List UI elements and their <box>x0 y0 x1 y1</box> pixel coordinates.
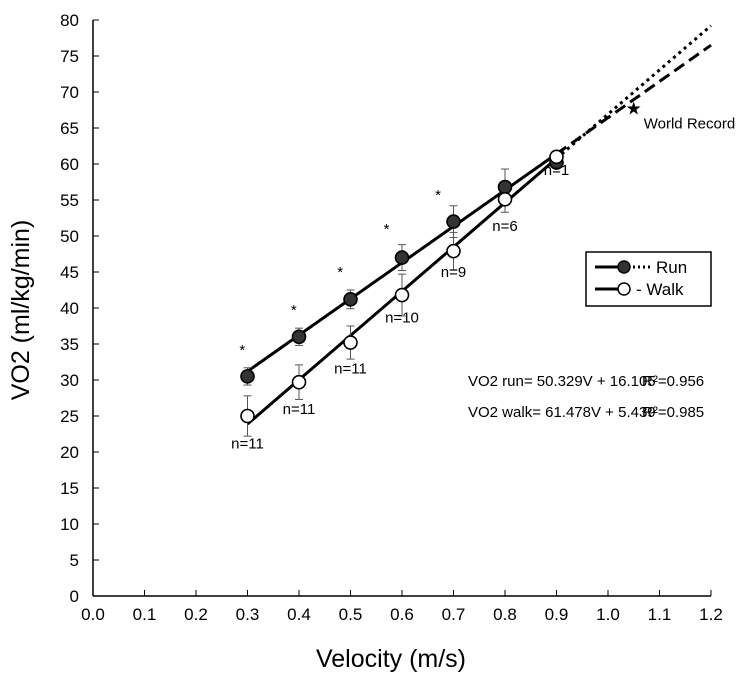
sample-size-label: n=11 <box>283 401 316 418</box>
x-tick-label: 0.0 <box>81 605 105 624</box>
y-tick-label: 55 <box>60 191 79 210</box>
x-tick-label: 0.1 <box>133 605 157 624</box>
x-tick-label: 0.4 <box>287 605 311 624</box>
legend-box <box>585 251 712 307</box>
x-tick-label: 0.5 <box>339 605 363 624</box>
data-point-run <box>394 250 410 265</box>
data-point-walk <box>446 243 461 259</box>
fit-extension-walk <box>555 24 712 160</box>
y-tick-label: 40 <box>60 299 79 318</box>
r2-run: R²=0.956 <box>642 373 704 390</box>
world-record-label: World Record <box>644 116 735 133</box>
legend: Run - Walk <box>585 251 712 307</box>
x-tick-label: 0.3 <box>236 605 260 624</box>
y-tick-label: 60 <box>60 155 79 174</box>
sample-size-label: n=10 <box>385 309 419 326</box>
y-tick-label: 20 <box>60 443 79 462</box>
ticks: 0.0 0.1 0.2 0.3 0.4 0.5 0.6 0.7 0.8 0.9 1.0 1.1 1.2 0… <box>60 11 723 624</box>
fit-extension-run <box>555 43 712 156</box>
y-tick-label: 75 <box>60 47 79 66</box>
y-tick-label: 30 <box>60 371 79 390</box>
legend-walk-label: - Walk <box>636 280 684 299</box>
y-tick-label: 25 <box>60 407 79 426</box>
x-tick-label: 0.6 <box>390 605 414 624</box>
sample-size-label: n=9 <box>441 264 466 281</box>
y-tick-label: 45 <box>60 263 79 282</box>
regression-equations: VO2 run= 50.329V + 16.105 R²=0.956 VO2 w… <box>468 373 704 421</box>
data-points <box>240 149 564 424</box>
data-point-walk <box>394 287 410 303</box>
world-record-star: ★ <box>626 99 642 120</box>
equation-run: VO2 run= 50.329V + 16.105 <box>468 373 656 390</box>
x-tick-label: 1.1 <box>648 605 672 624</box>
y-tick-label: 50 <box>60 227 79 246</box>
y-tick-label: 0 <box>70 587 79 606</box>
r2-walk: R²=0.985 <box>642 404 704 421</box>
x-tick-label: 0.7 <box>442 605 466 624</box>
data-point-run <box>240 369 255 384</box>
significance-marker: * <box>384 221 390 238</box>
equation-walk: VO2 walk= 61.478V + 5.439 <box>468 404 656 421</box>
data-point-walk <box>497 191 513 207</box>
significance-marker: * <box>435 187 441 204</box>
significance-marker: * <box>337 264 343 281</box>
y-axis-title: VO2 (ml/kg/min) <box>7 220 35 401</box>
x-tick-label: 0.2 <box>184 605 208 624</box>
y-tick-label: 65 <box>60 119 79 138</box>
data-point-run <box>291 329 307 345</box>
x-tick-label: 1.2 <box>699 605 723 624</box>
data-point-run <box>446 214 461 229</box>
annotations: n=11 n=11 n=11 n=10 n=9 n=6 n=1 * * * * * <box>231 162 569 453</box>
legend-walk-marker <box>617 282 631 296</box>
data-point-walk <box>291 374 307 390</box>
y-tick-label: 35 <box>60 335 79 354</box>
x-tick-label: 1.0 <box>596 605 620 624</box>
x-tick-label: 0.9 <box>545 605 569 624</box>
world-record: ★ World Record <box>626 99 735 133</box>
significance-marker: * <box>239 342 245 359</box>
significance-marker: * <box>291 302 297 319</box>
x-tick-label: 0.8 <box>493 605 517 624</box>
sample-size-label: n=11 <box>334 361 367 378</box>
y-tick-label: 70 <box>60 83 79 102</box>
y-tick-label: 80 <box>60 11 79 30</box>
y-tick-label: 15 <box>60 479 79 498</box>
y-tick-label: 10 <box>60 515 79 534</box>
sample-size-label: n=1 <box>544 162 569 179</box>
data-point-walk <box>240 408 255 424</box>
fit-lines <box>246 24 712 426</box>
legend-run-marker <box>617 260 631 274</box>
data-point-walk <box>343 335 358 350</box>
data-point-run <box>343 292 358 307</box>
legend-run-label: Run <box>656 258 687 277</box>
error-bars <box>243 168 509 437</box>
data-point-walk <box>549 149 564 165</box>
data-point-run <box>497 179 513 195</box>
sample-size-label: n=6 <box>492 218 517 235</box>
y-tick-label: 5 <box>70 551 79 570</box>
x-axis-title: Velocity (m/s) <box>316 645 466 673</box>
sample-size-label: n=11 <box>231 435 264 452</box>
